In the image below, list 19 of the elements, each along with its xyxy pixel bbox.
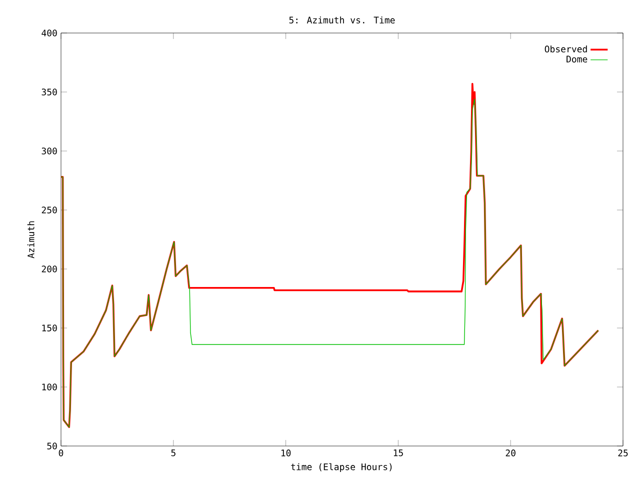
chart-title: 5: Azimuth vs. Time [289,16,395,24]
x-tick-label: 20 [506,450,516,456]
y-axis-title: Azimuth [27,221,34,258]
y-tick-label: 250 [42,206,57,214]
y-tick-label: 100 [42,384,57,390]
x-tick-label: 5 [171,450,176,456]
x-tick-label: 25 [618,450,628,456]
y-tick-label: 50 [47,442,57,450]
x-axis-title: time (Elapse Hours) [291,463,392,472]
y-tick-label: 400 [42,30,57,36]
y-tick-label: 150 [42,324,57,332]
y-tick-label: 200 [42,266,57,272]
y-tick-label: 300 [42,148,57,154]
legend-label: Observed [544,45,587,52]
x-tick-label: 15 [394,450,403,456]
legend-label: Dome [566,56,588,62]
x-tick-label: 0 [58,450,64,456]
y-tick-label: 350 [42,88,57,96]
x-tick-label: 10 [281,450,291,456]
